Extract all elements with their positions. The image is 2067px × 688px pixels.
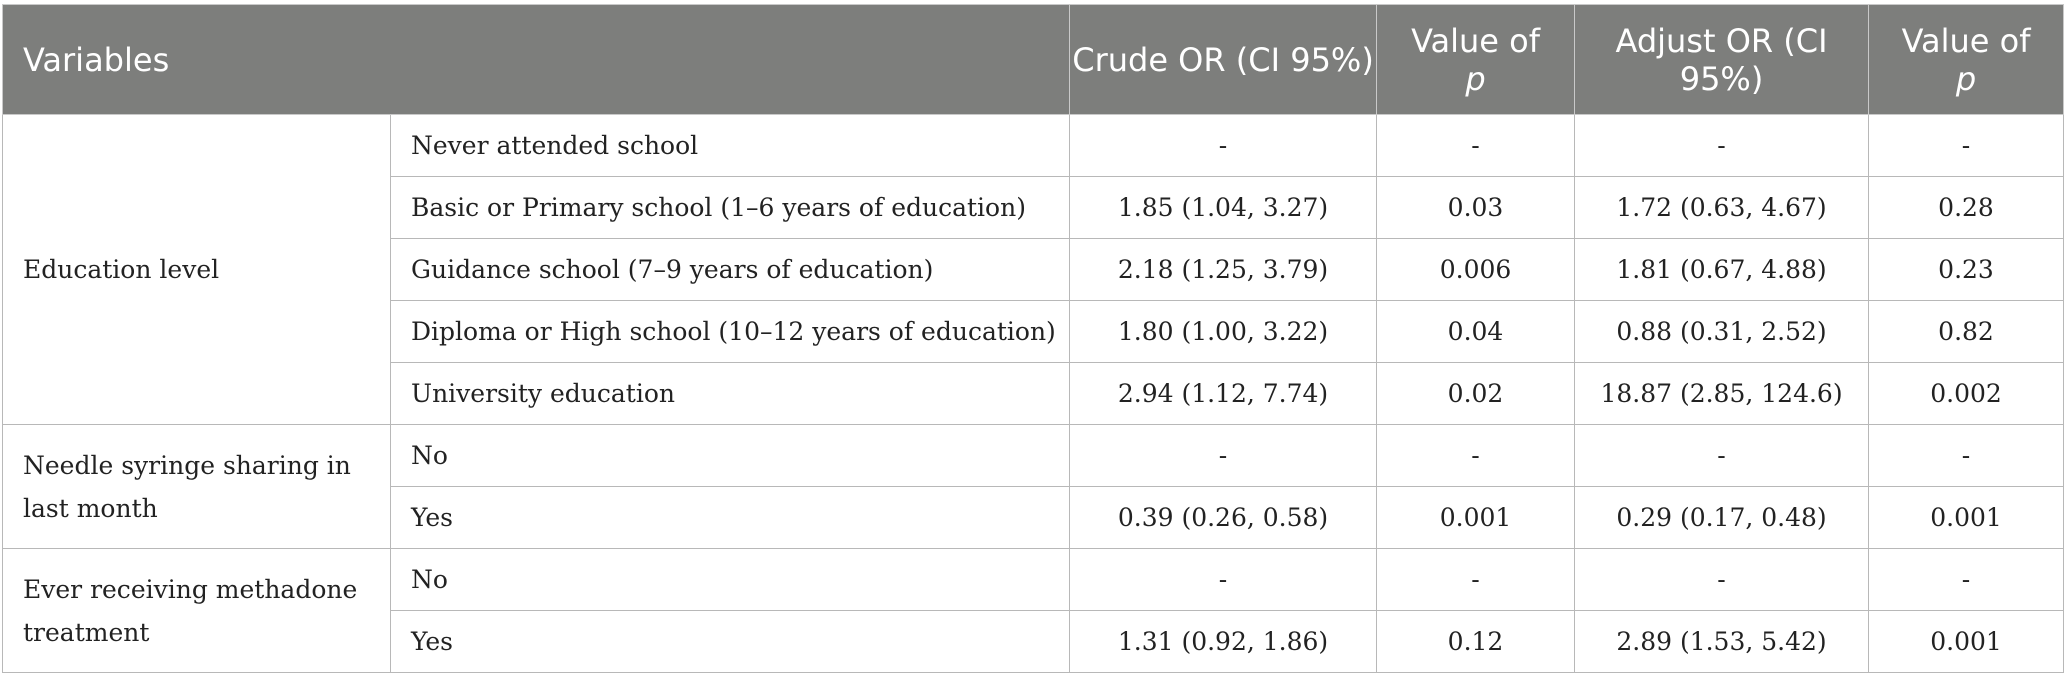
crude-or-cell: 1.85 (1.04, 3.27) bbox=[1069, 176, 1378, 239]
sub-category-cell: Yes bbox=[389, 486, 1071, 549]
sub-category-cell: Diploma or High school (10–12 years of e… bbox=[389, 300, 1071, 363]
header-crude-or: Crude OR (CI 95%) bbox=[1069, 4, 1378, 115]
header-row: Variables Crude OR (CI 95%) Value of p Ad… bbox=[1, 4, 2065, 115]
crude-or-cell: 2.94 (1.12, 7.74) bbox=[1069, 362, 1378, 425]
table-body: Education level Never attended school - … bbox=[2, 114, 2065, 673]
header-value-of-label: Value of bbox=[1411, 21, 1540, 60]
table-row: Guidance school (7–9 years of education)… bbox=[3, 238, 2065, 301]
adjust-p-cell: 0.002 bbox=[1868, 362, 2065, 425]
table-row: Education level Never attended school - … bbox=[2, 114, 2065, 425]
adjust-or-cell: - bbox=[1574, 114, 1870, 177]
table-row: Diploma or High school (10–12 years of e… bbox=[3, 300, 2065, 363]
adjust-or-cell: 2.89 (1.53, 5.42) bbox=[1574, 610, 1870, 673]
crude-or-cell: - bbox=[1069, 114, 1378, 177]
header-value-of-p-adjust: Value of p bbox=[1868, 4, 2065, 115]
adjust-or-cell: 1.81 (0.67, 4.88) bbox=[1574, 238, 1870, 301]
crude-p-cell: 0.04 bbox=[1376, 300, 1576, 363]
sub-category-cell: No bbox=[389, 424, 1071, 487]
adjust-p-cell: 0.23 bbox=[1868, 238, 2065, 301]
sub-category-cell: No bbox=[389, 548, 1071, 611]
sub-category-cell: Never attended school bbox=[389, 114, 1071, 177]
adjust-or-cell: 0.29 (0.17, 0.48) bbox=[1574, 486, 1870, 549]
header-p-symbol: p bbox=[1955, 59, 1977, 98]
group-label-education: Education level bbox=[2, 114, 391, 425]
sub-category-cell: Basic or Primary school (1–6 years of ed… bbox=[389, 176, 1071, 239]
adjust-or-cell: - bbox=[1574, 548, 1870, 611]
crude-or-cell: 1.80 (1.00, 3.22) bbox=[1069, 300, 1378, 363]
adjust-p-cell: - bbox=[1868, 114, 2065, 177]
adjust-p-cell: - bbox=[1868, 424, 2065, 487]
crude-p-cell: - bbox=[1376, 424, 1576, 487]
adjust-p-cell: 0.82 bbox=[1868, 300, 2065, 363]
adjust-p-cell: - bbox=[1868, 548, 2065, 611]
group-label-methadone: Ever receiving methadone treatment bbox=[2, 548, 391, 673]
header-adjust-or: Adjust OR (CI 95%) bbox=[1574, 4, 1870, 115]
adjust-or-cell: - bbox=[1574, 424, 1870, 487]
adjust-p-cell: 0.28 bbox=[1868, 176, 2065, 239]
header-p-symbol: p bbox=[1465, 59, 1486, 98]
adjust-p-cell: 0.001 bbox=[1868, 610, 2065, 673]
crude-p-cell: - bbox=[1376, 548, 1576, 611]
sub-category-cell: Guidance school (7–9 years of education) bbox=[389, 238, 1071, 301]
crude-p-cell: 0.006 bbox=[1376, 238, 1576, 301]
group-label-needle-sharing: Needle syringe sharing in last month bbox=[2, 424, 391, 549]
sub-category-cell: Yes bbox=[389, 610, 1071, 673]
crude-p-cell: 0.03 bbox=[1376, 176, 1576, 239]
crude-p-cell: - bbox=[1376, 114, 1576, 177]
crude-or-cell: - bbox=[1069, 424, 1378, 487]
adjust-or-cell: 18.87 (2.85, 124.6) bbox=[1574, 362, 1870, 425]
adjust-or-cell: 0.88 (0.31, 2.52) bbox=[1574, 300, 1870, 363]
header-variables: Variables bbox=[1, 4, 1071, 115]
crude-or-cell: 2.18 (1.25, 3.79) bbox=[1069, 238, 1378, 301]
crude-p-cell: 0.02 bbox=[1376, 362, 1576, 425]
table-row: University education 2.94 (1.12, 7.74) 0… bbox=[3, 362, 2065, 425]
table-row: Yes 1.31 (0.92, 1.86) 0.12 2.89 (1.53, 5… bbox=[3, 610, 2065, 673]
crude-or-cell: - bbox=[1069, 548, 1378, 611]
crude-or-cell: 1.31 (0.92, 1.86) bbox=[1069, 610, 1378, 673]
table-row: Yes 0.39 (0.26, 0.58) 0.001 0.29 (0.17, … bbox=[3, 486, 2065, 549]
table-row: Needle syringe sharing in last month No … bbox=[2, 424, 2065, 549]
header-value-of-label: Value of bbox=[1901, 21, 2031, 60]
crude-p-cell: 0.001 bbox=[1376, 486, 1576, 549]
header-value-of-p-crude: Value of p bbox=[1376, 4, 1576, 115]
crude-p-cell: 0.12 bbox=[1376, 610, 1576, 673]
sub-category-cell: University education bbox=[389, 362, 1071, 425]
adjust-p-cell: 0.001 bbox=[1868, 486, 2065, 549]
odds-ratio-table: Variables Crude OR (CI 95%) Value of p Ad… bbox=[1, 4, 2065, 673]
adjust-or-cell: 1.72 (0.63, 4.67) bbox=[1574, 176, 1870, 239]
crude-or-cell: 0.39 (0.26, 0.58) bbox=[1069, 486, 1378, 549]
table-row: Ever receiving methadone treatment No - … bbox=[2, 548, 2065, 673]
